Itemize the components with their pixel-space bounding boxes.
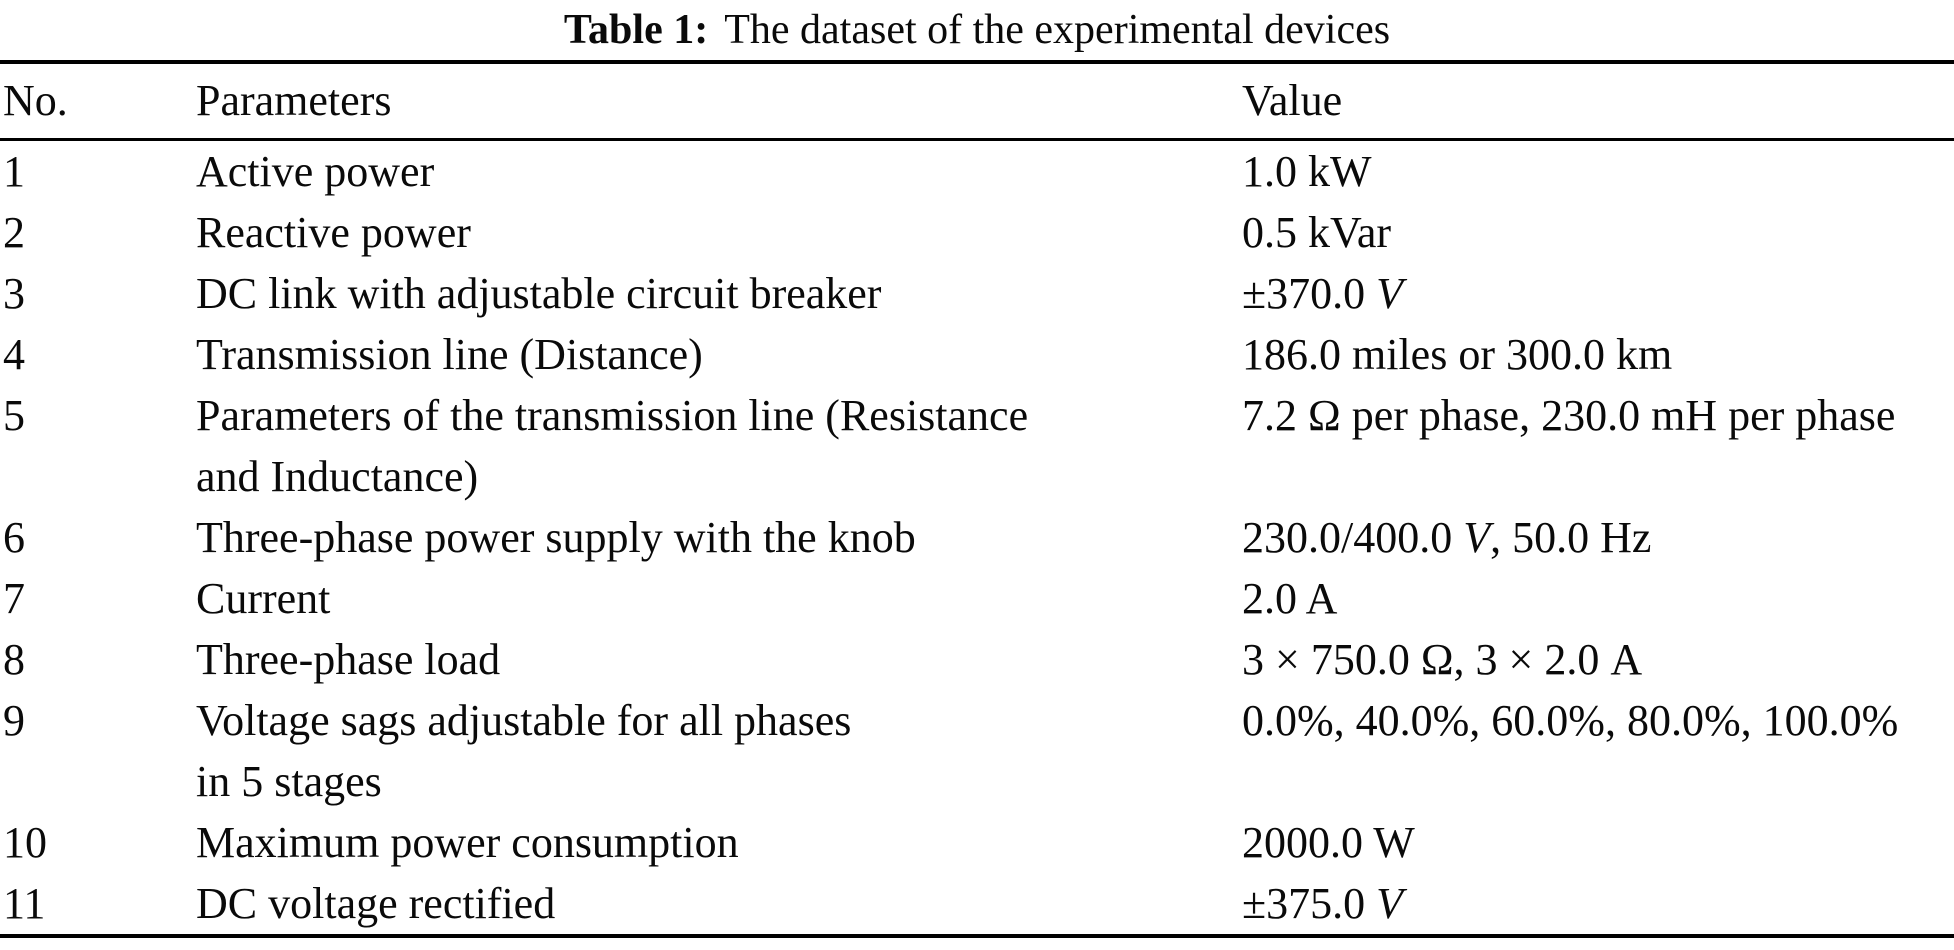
dataset-table: No. Parameters Value 1 Active power 1.0 kW… [0,60,1954,938]
cell-value: 0.0%, 40.0%, 60.0%, 80.0%, 100.0% [1242,690,1954,812]
cell-no: 4 [3,330,25,379]
table-header-row: No. Parameters Value [0,62,1954,141]
cell-no: 2 [3,208,25,257]
value-text: 3 × 750.0 Ω, 3 × 2.0 A [1242,635,1643,684]
cell-parameter: Current [196,574,331,623]
cell-no: 8 [3,635,25,684]
cell-no: 5 [3,391,25,440]
cell-no: 10 [3,818,47,867]
value-text: ±370.0 [1242,269,1377,318]
table-row: 9 Voltage sags adjustable for all phases … [0,690,1954,812]
cell-no: 6 [3,513,25,562]
cell-parameter: Three-phase power supply with the knob [196,513,916,562]
table-row: 3 DC link with adjustable circuit breaker… [0,263,1954,324]
table-row: 4 Transmission line (Distance) 186.0 miles… [0,324,1954,385]
table-caption-text: The dataset of the experimental devices [724,7,1391,53]
cell-parameter: Reactive power [196,208,471,257]
cell-value: 7.2 Ω per phase, 230.0 mH per phase [1242,385,1954,507]
table-row: 2 Reactive power 0.5 kVar [0,202,1954,263]
table-row: 10 Maximum power consumption 2000.0 W [0,812,1954,873]
cell-parameter: DC link with adjustable circuit breaker [196,269,882,318]
value-text: 0.5 kVar [1242,208,1392,257]
table-body: 1 Active power 1.0 kW 2 Reactive power 0.5 kV… [0,140,1954,937]
cell-no: 11 [3,879,46,928]
value-text: , 50.0 Hz [1490,513,1652,562]
cell-parameter: Three-phase load [196,635,501,684]
cell-value: 0.5 kVar [1242,202,1954,263]
cell-no: 7 [3,574,25,623]
value-text: 7.2 Ω per phase, 230.0 mH per phase [1242,391,1896,440]
cell-parameter: Active power [196,147,435,196]
value-text: 0.0%, 40.0%, 60.0%, 80.0%, 100.0% [1242,696,1899,745]
value-text: 1.0 kW [1242,147,1372,196]
cell-value: 3 × 750.0 Ω, 3 × 2.0 A [1242,629,1954,690]
cell-no: 1 [3,147,25,196]
cell-parameter: DC voltage rectified [196,879,556,928]
cell-no: 3 [3,269,25,318]
cell-parameter: Voltage sags adjustable for all phases i… [196,696,852,806]
table-caption-label: Table 1: [563,7,709,53]
column-header-parameters: Parameters [196,62,1242,141]
math-variable: V [1376,269,1404,318]
cell-parameter: Transmission line (Distance) [196,330,703,379]
cell-value: 230.0/400.0 V, 50.0 Hz [1242,507,1954,568]
table-row: 7 Current 2.0 A [0,568,1954,629]
table-row: 8 Three-phase load 3 × 750.0 Ω, 3 × 2.0 A [0,629,1954,690]
cell-value: 2.0 A [1242,568,1954,629]
math-variable: V [1376,879,1404,928]
table-row: 5 Parameters of the transmission line (Re… [0,385,1954,507]
cell-value: 1.0 kW [1242,140,1954,203]
value-text: 2.0 A [1242,574,1338,623]
table-row: 1 Active power 1.0 kW [0,140,1954,203]
cell-parameter: Maximum power consumption [196,818,739,867]
value-text: ±375.0 [1242,879,1377,928]
math-variable: V [1463,513,1491,562]
table-caption: Table 1: The dataset of the experimental … [0,0,1954,60]
value-text: 230.0/400.0 [1242,513,1464,562]
cell-value: ±375.0 V [1242,873,1954,936]
cell-value: ±370.0 V [1242,263,1954,324]
value-text: 2000.0 W [1242,818,1415,867]
column-header-value: Value [1242,62,1954,141]
column-header-no: No. [0,62,196,141]
cell-parameter: Parameters of the transmission line (Res… [196,391,1029,501]
cell-no: 9 [3,696,25,745]
cell-value: 186.0 miles or 300.0 km [1242,324,1954,385]
value-text: 186.0 miles or 300.0 km [1242,330,1673,379]
table-row: 6 Three-phase power supply with the knob 2… [0,507,1954,568]
table-row: 11 DC voltage rectified ±375.0 V [0,873,1954,936]
cell-value: 2000.0 W [1242,812,1954,873]
